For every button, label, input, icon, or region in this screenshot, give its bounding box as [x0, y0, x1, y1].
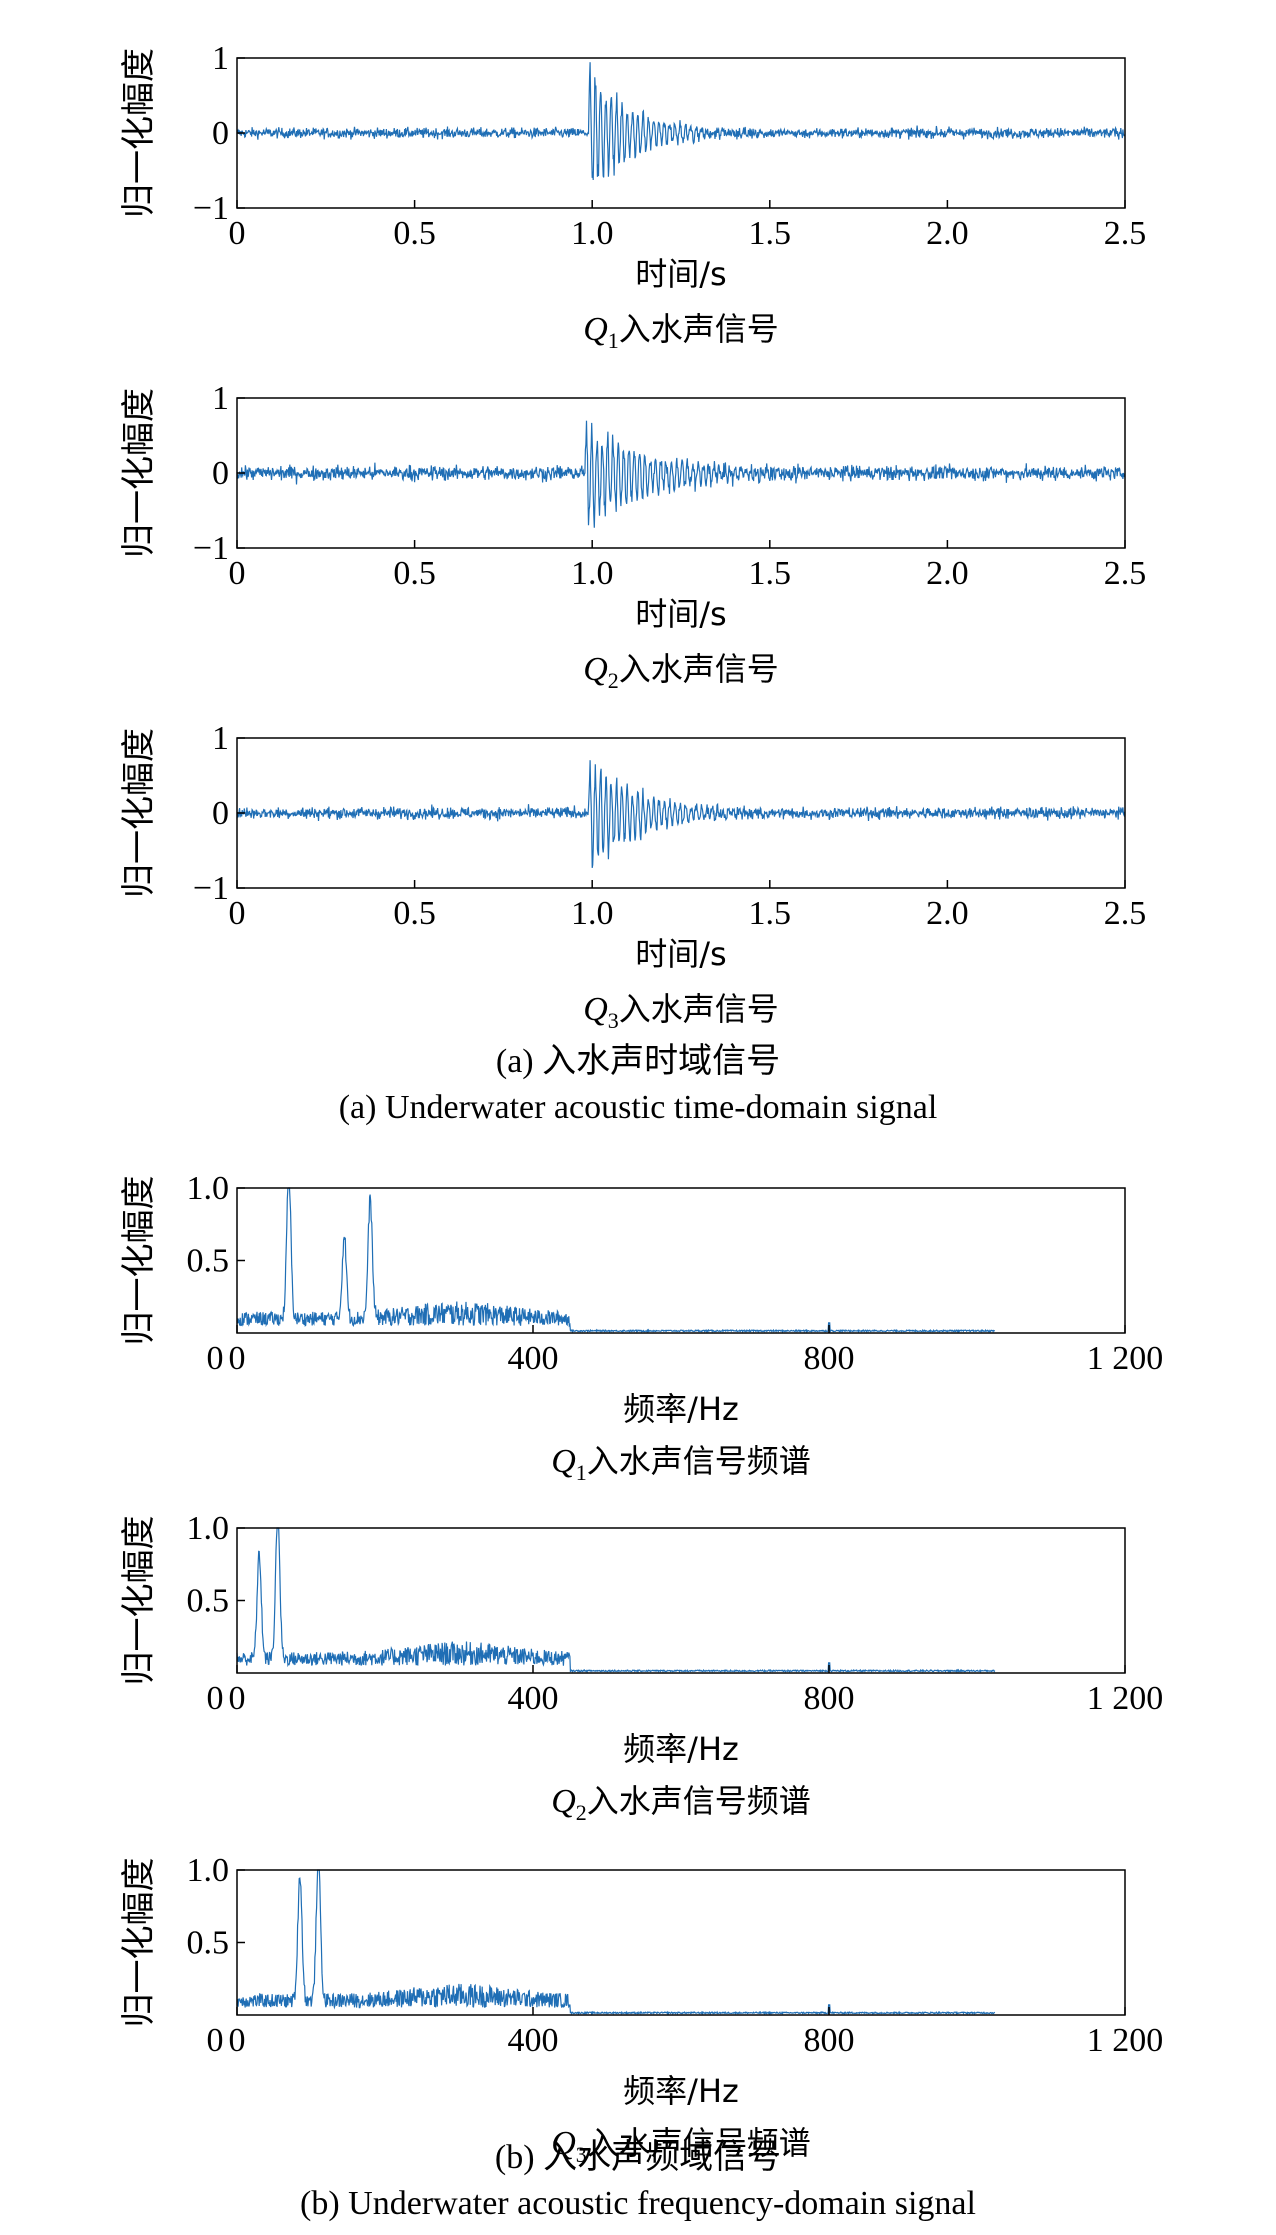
signal-line [236, 420, 1126, 528]
x-axis-title: 时间/s [635, 595, 726, 633]
x-tick-label: 0 [229, 555, 246, 592]
y-tick-label: 0 [212, 115, 229, 152]
x-tick-label: 2.0 [926, 215, 969, 252]
time-part-caption-en: (a) Underwater acoustic time-domain sign… [339, 1089, 938, 1126]
x-tick-label: 0 [229, 895, 246, 932]
x-axis-title: 频率/Hz [623, 1390, 739, 1428]
y-tick-label: 0.5 [187, 1243, 230, 1280]
x-tick-label: 800 [804, 1340, 855, 1377]
x-tick-label: 0 [229, 215, 246, 252]
x-tick-label: 1 200 [1087, 1340, 1164, 1377]
plot-frame [236, 1187, 1126, 1334]
x-tick-label: 1 200 [1087, 1680, 1164, 1717]
x-tick-label: 2.0 [926, 555, 969, 592]
x-tick-label: 2.5 [1104, 555, 1147, 592]
time-part-caption: (a) 入水声时域信号 [496, 1042, 780, 1080]
y-tick-label: 1 [212, 720, 229, 757]
y-tick-label: 1 [212, 380, 229, 417]
x-axis-title: 时间/s [635, 935, 726, 973]
x-tick-label: 2.0 [926, 895, 969, 932]
panel-caption: Q1入水声信号频谱 [551, 1442, 811, 1485]
y-tick-label: 1.0 [187, 1170, 230, 1207]
y-tick-label: 0.5 [187, 1925, 230, 1962]
signal-line [236, 1187, 995, 1334]
x-tick-label: 400 [508, 2022, 559, 2059]
x-tick-label: 0 [207, 2022, 224, 2059]
signal-line [236, 1869, 996, 2016]
y-tick-label: 1 [212, 40, 229, 77]
x-tick-label: 400 [508, 1340, 559, 1377]
x-tick-label: 1.5 [749, 555, 792, 592]
x-tick-label: 0.5 [393, 215, 436, 252]
y-tick-label: 0 [212, 455, 229, 492]
x-tick-label: 1 200 [1087, 2022, 1164, 2059]
y-tick-label: 0 [212, 795, 229, 832]
x-tick-label: 800 [804, 2022, 855, 2059]
y-axis-title: 归一化幅度 [119, 388, 159, 558]
x-axis-title: 频率/Hz [623, 2072, 739, 2110]
signal-line [236, 1527, 996, 1674]
x-tick-label: 800 [804, 1680, 855, 1717]
x-tick-label: 1.0 [571, 555, 614, 592]
x-tick-label: 0 [207, 1340, 224, 1377]
panel-caption: Q2入水声信号频谱 [551, 1782, 811, 1825]
y-axis-title: 归一化幅度 [119, 1516, 159, 1686]
y-tick-label: −1 [193, 530, 229, 567]
freq-part-caption: (b) 入水声频域信号 [495, 2138, 781, 2176]
y-axis-title: 归一化幅度 [119, 728, 159, 898]
x-tick-label: 2.5 [1104, 895, 1147, 932]
y-tick-label: −1 [193, 190, 229, 227]
x-tick-label: 1.5 [749, 895, 792, 932]
x-tick-label: 1.0 [571, 215, 614, 252]
x-tick-label: 0.5 [393, 555, 436, 592]
y-axis-title: 归一化幅度 [119, 1858, 159, 2028]
x-tick-label: 0 [207, 1680, 224, 1717]
y-axis-title: 归一化幅度 [119, 48, 159, 218]
x-axis-title: 频率/Hz [623, 1730, 739, 1768]
plot-frame [236, 1527, 1126, 1674]
x-tick-label: 0 [229, 1340, 246, 1377]
x-tick-label: 0 [229, 2022, 246, 2059]
y-tick-label: −1 [193, 870, 229, 907]
panel-caption: Q2入水声信号 [583, 650, 779, 693]
signal-line [236, 760, 1126, 868]
signal-line [236, 62, 1126, 181]
x-tick-label: 0 [229, 1680, 246, 1717]
y-tick-label: 1.0 [187, 1510, 230, 1547]
panel-caption: Q1入水声信号 [583, 310, 779, 353]
panel-caption: Q3入水声信号频谱 [551, 2124, 811, 2167]
x-tick-label: 2.5 [1104, 215, 1147, 252]
y-axis-title: 归一化幅度 [119, 1176, 159, 1346]
y-tick-label: 1.0 [187, 1852, 230, 1889]
x-tick-label: 1.0 [571, 895, 614, 932]
x-axis-title: 时间/s [635, 255, 726, 293]
freq-part-caption-en: (b) Underwater acoustic frequency-domain… [300, 2185, 976, 2222]
x-tick-label: 400 [508, 1680, 559, 1717]
x-tick-label: 1.5 [749, 215, 792, 252]
panel-caption: Q3入水声信号 [583, 990, 779, 1033]
y-tick-label: 0.5 [187, 1583, 230, 1620]
x-tick-label: 0.5 [393, 895, 436, 932]
